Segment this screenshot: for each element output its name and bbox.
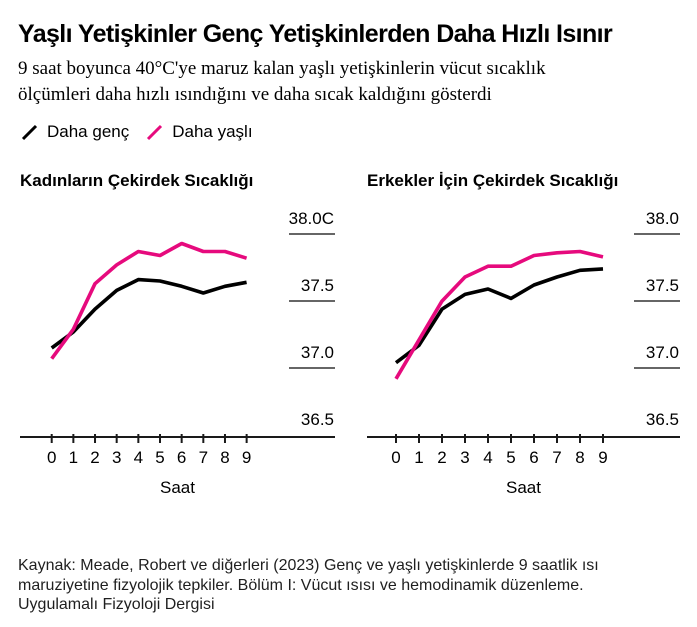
series-line-older <box>50 241 248 360</box>
x-tick-label: 5 <box>155 448 164 464</box>
men-chart-title: Erkekler İçin Çekirdek Sıcaklığı <box>367 171 619 190</box>
series-line-younger <box>50 277 247 350</box>
series-line-younger <box>394 267 604 365</box>
women-chart-xlabel: Saat <box>160 478 195 497</box>
women-chart-plot: 38.0C 37.5 37.0 36.5 0 1 2 3 4 5 6 7 8 9 <box>20 209 335 464</box>
y-tick-label: 36.5 <box>646 410 679 429</box>
legend-label-older: Daha yaşlı <box>172 122 253 141</box>
y-tick-label: 38.0 <box>646 209 679 228</box>
x-tick-label: 7 <box>552 448 561 464</box>
x-tick-label: 2 <box>437 448 446 464</box>
page-subtitle: 9 saat boyunca 40°C'ye maruz kalan yaşlı… <box>18 56 678 108</box>
x-tick-label: 9 <box>598 448 607 464</box>
men-chart-plot: 38.0 37.5 37.0 36.5 0 1 2 3 4 5 6 7 8 9 <box>367 209 680 464</box>
source-note: Kaynak: Meade, Robert ve diğerleri (2023… <box>18 556 618 615</box>
x-tick-label: 2 <box>90 448 99 464</box>
page-title: Yaşlı Yetişkinler Genç Yetişkinlerden Da… <box>18 19 613 48</box>
y-tick-label: 37.5 <box>301 276 334 295</box>
source-line-3: Uygulamalı Fizyoloji Dergisi <box>18 596 215 613</box>
men-core-temp-chart: Erkekler İçin Çekirdek Sıcaklığı 38.0 37.… <box>367 172 680 498</box>
older-line-icon <box>145 124 165 141</box>
y-tick-label: 37.0 <box>301 343 334 362</box>
y-tick-label: 37.5 <box>646 276 679 295</box>
y-tick-label: 37.0 <box>646 343 679 362</box>
source-line-1: Kaynak: Meade, Robert ve diğerleri (2023… <box>18 557 599 574</box>
legend-item-older: Daha yaşlı <box>145 122 253 142</box>
x-tick-label: 5 <box>506 448 515 464</box>
x-tick-label: 7 <box>199 448 208 464</box>
x-tick-label: 0 <box>391 448 400 464</box>
x-tick-label: 3 <box>460 448 469 464</box>
x-tick-label: 4 <box>483 448 492 464</box>
younger-line-icon <box>20 124 40 141</box>
women-chart-title: Kadınların Çekirdek Sıcaklığı <box>20 171 254 190</box>
x-tick-label: 4 <box>134 448 143 464</box>
x-tick-label: 8 <box>220 448 229 464</box>
x-tick-label: 1 <box>69 448 78 464</box>
x-tick-label: 3 <box>112 448 121 464</box>
legend-item-younger: Daha genç <box>20 122 129 142</box>
y-tick-label: 38.0C <box>289 209 334 228</box>
x-tick-label: 6 <box>177 448 186 464</box>
men-chart-xlabel: Saat <box>506 478 541 497</box>
source-line-2: maruziyetine fizyolojik tepkiler. Bölüm … <box>18 576 584 594</box>
x-tick-label: 0 <box>47 448 56 464</box>
series-line-older <box>394 249 604 380</box>
x-tick-label: 9 <box>242 448 251 464</box>
legend-label-younger: Daha genç <box>47 122 130 141</box>
y-tick-label: 36.5 <box>301 410 334 429</box>
women-core-temp-chart: Kadınların Çekirdek Sıcaklığı 38.0C 37.5 3… <box>20 172 335 498</box>
legend: Daha genç Daha yaşlı <box>20 121 253 143</box>
x-tick-label: 8 <box>575 448 584 464</box>
x-tick-label: 6 <box>529 448 538 464</box>
subtitle-line-1: 9 saat boyunca 40°C'ye maruz kalan yaşlı… <box>18 58 546 79</box>
x-tick-label: 1 <box>414 448 423 464</box>
subtitle-line-2: ölçümleri daha hızlı ısındığını ve daha … <box>18 84 492 105</box>
